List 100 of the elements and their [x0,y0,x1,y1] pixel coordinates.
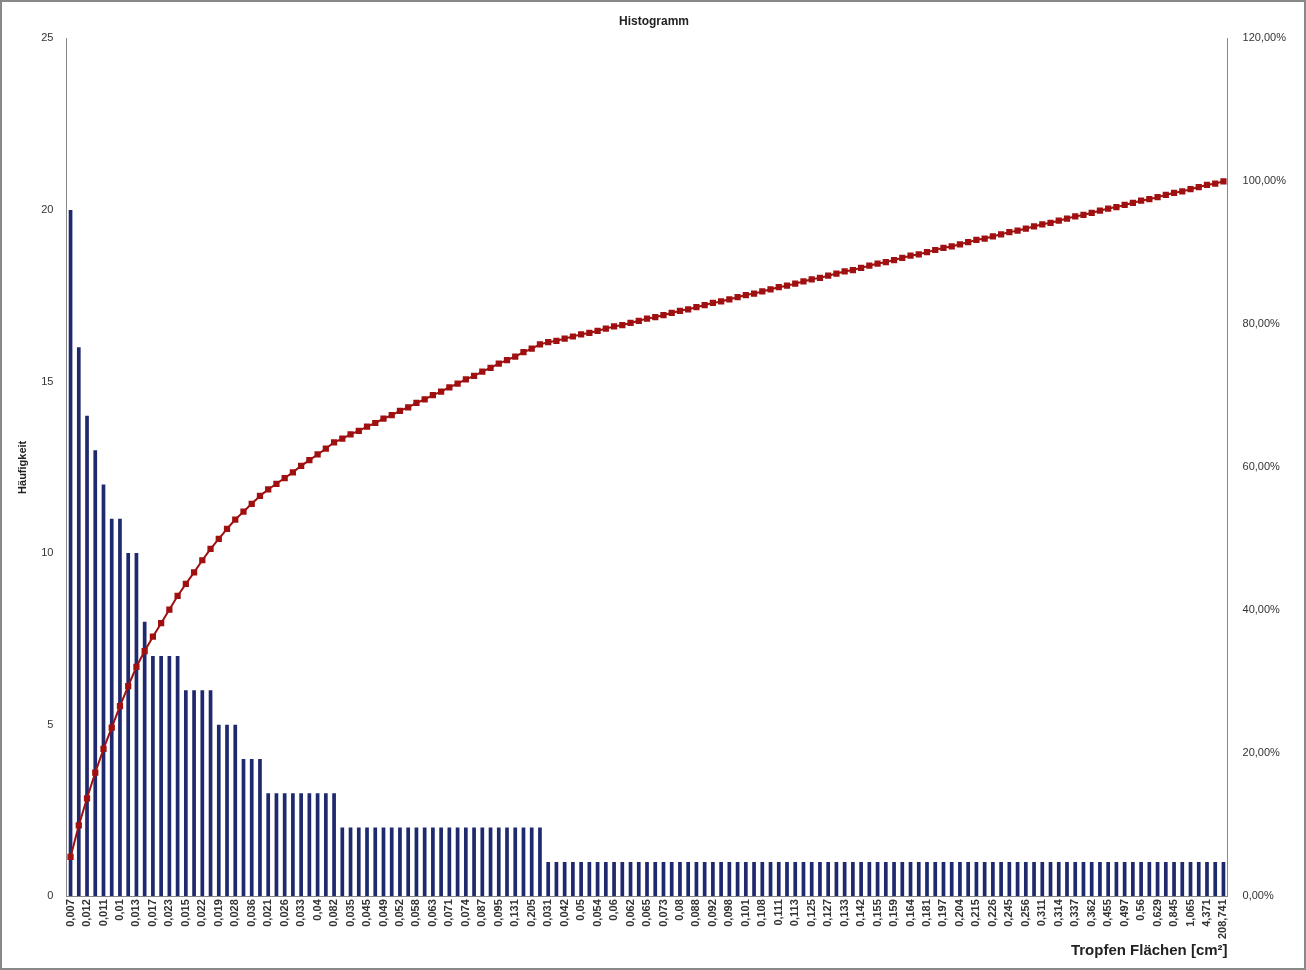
bar [1023,861,1028,897]
bar [389,827,394,897]
bar [653,861,658,897]
bar [859,861,863,897]
x-tick-label: 0,08 [672,899,685,921]
x-tick-label: 0,256 [1018,899,1031,927]
bar [949,861,954,897]
bar [431,827,435,897]
bar [620,861,625,897]
bar [291,793,295,897]
x-tick-label: 0,036 [244,899,257,927]
x-tick-label: 0,131 [508,899,521,927]
x-tick-label: 0,049 [376,899,389,927]
bar [719,861,723,897]
bar [711,861,715,897]
x-tick-label: 0,012 [80,899,93,927]
x-tick-label: 0,629 [1150,899,1163,927]
bar [282,793,287,897]
bar [192,690,196,897]
x-tick-label: 0,155 [870,899,883,927]
x-tick-label: 208,741 [1216,899,1229,939]
y2-tick-label: 120,00% [1242,31,1287,44]
y-tick-label: 10 [41,546,54,559]
bar [1065,861,1069,897]
y-tick-label: 0 [47,889,54,902]
bar [809,861,814,897]
x-tick-label: 0,111 [771,899,784,926]
y2-tick-label: 80,00% [1242,317,1281,330]
bar [826,861,831,897]
bar [776,861,781,897]
x-tick-label: 0,082 [327,899,340,927]
bar [340,827,345,897]
bar [1205,861,1209,897]
x-tick-label: 0,007 [63,899,76,927]
bar [793,861,798,897]
x-tick-label: 0,054 [590,898,603,927]
x-tick-label: 0,311 [1035,899,1048,927]
bar [678,861,682,897]
bar [76,347,81,897]
bar [1007,861,1012,897]
x-tick-label: 0,011 [96,899,109,927]
y2-tick-label: 60,00% [1242,460,1281,473]
x-tick-label: 0,497 [1117,899,1130,927]
bar [1147,861,1152,897]
x-tick-label: 4,371 [1200,899,1213,927]
x-tick-label: 0,023 [162,899,175,927]
x-tick-label: 0,017 [145,899,158,927]
x-tick-label: 0,062 [623,899,636,927]
bar [183,690,188,897]
x-tick-label: 0,56 [1134,899,1147,921]
bar [439,827,443,897]
bar [538,827,542,897]
bar [851,861,855,897]
x-tick-label: 0,074 [458,898,471,927]
x-tick-label: 0,101 [738,899,751,927]
x-tick-label: 0,197 [936,899,949,927]
bar [1163,861,1168,897]
x-tick-label: 0,362 [1084,899,1097,927]
bar [496,827,501,897]
bar [159,656,163,897]
bar [702,861,707,897]
x-tick-label: 0,095 [491,899,504,927]
x-tick-label: 0,142 [854,899,867,927]
bar [1139,861,1143,897]
bar [266,793,271,897]
y2-tick-label: 40,00% [1242,603,1281,616]
y2-tick-label: 100,00% [1242,174,1287,187]
chart-title: Histogramm [618,13,690,28]
bar [126,553,131,897]
bar [991,861,995,897]
x-tick-label: 0,205 [524,899,537,927]
y2-tick-label: 0,00% [1242,889,1274,902]
x-tick-label: 0,052 [392,899,405,927]
bar [1196,861,1201,897]
x-tick-label: 0,159 [887,899,900,927]
bar [925,861,929,897]
x-tick-label: 0,181 [920,899,933,927]
bar [249,758,254,897]
x-tick-label: 0,035 [343,899,356,927]
x-tick-label: 0,088 [689,899,702,927]
bar [1073,861,1078,897]
x-tick-label: 0,092 [705,899,718,927]
x-tick-label: 0,245 [1002,899,1015,927]
bar [373,827,378,897]
bar [356,827,361,897]
x-axis-title: Tropfen Flächen [cm²] [1070,941,1228,959]
x-tick-label: 0,019 [211,899,224,927]
bar [142,621,147,897]
bar [299,793,303,897]
bar [636,861,641,897]
bar [933,861,938,897]
x-tick-label: 0,125 [804,899,817,927]
bar [743,861,748,897]
bar [398,827,402,897]
x-tick-label: 0,045 [360,899,373,927]
x-tick-label: 0,065 [640,899,653,927]
x-tick-label: 0,071 [442,899,455,927]
x-tick-label: 0,226 [985,899,998,927]
y-axis-title: Häufigkeit [15,440,28,494]
x-tick-label: 0,113 [788,899,801,927]
